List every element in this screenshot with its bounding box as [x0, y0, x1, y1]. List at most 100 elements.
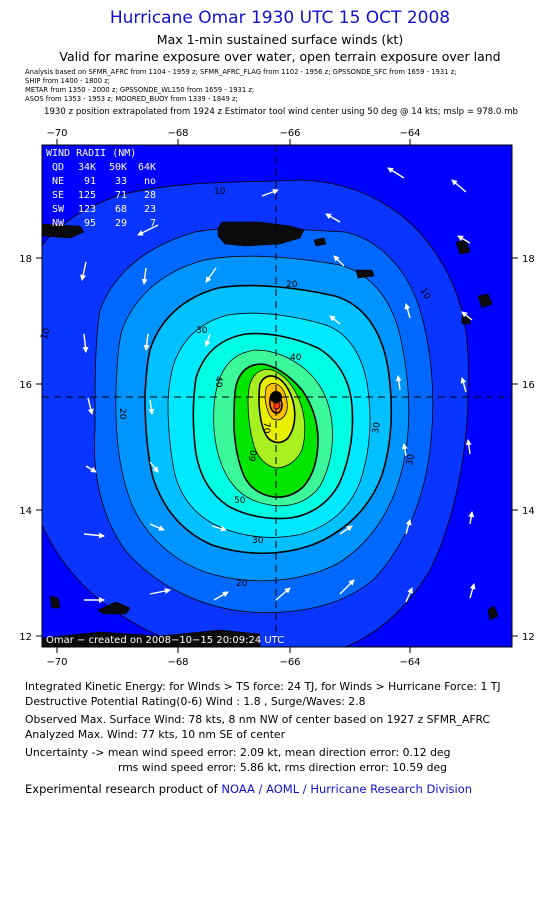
wind-radii-quadrant: NE: [52, 176, 64, 187]
hispaniola-edge: [42, 223, 85, 239]
position-note: 1930 z position extrapolated from 1924 z…: [44, 107, 518, 117]
contour-label: 30: [196, 326, 208, 336]
contour-label: 20: [286, 280, 298, 290]
wind-arrow: [333, 255, 345, 267]
analyzed-max-line: Analyzed Max. Wind: 77 kts, 10 nm SE of …: [25, 728, 286, 741]
wind-arrow: [339, 525, 353, 535]
wind-arrow: [401, 443, 408, 457]
wind-radii-table: WIND RADII (NM) QD 34K 50K 64K NE 91 33 …: [46, 148, 156, 229]
wind-arrow: [148, 399, 155, 415]
lesser-antilles-2: [477, 293, 493, 309]
lon-tick-label: −68: [167, 657, 188, 668]
wind-radii-value: 91: [84, 176, 96, 187]
wind-radii-header: 34K: [78, 162, 96, 173]
wind-arrow: [261, 188, 279, 197]
contour-label: 70: [261, 422, 271, 434]
contour-label: 20: [236, 579, 248, 589]
wind-arrow: [329, 315, 341, 325]
lon-tick-label: −64: [399, 128, 420, 139]
wind-contours: [42, 179, 499, 647]
contour-label: 20: [117, 408, 127, 420]
wind-arrow: [451, 179, 467, 193]
lon-tick-label: −64: [399, 657, 420, 668]
puerto-rico: [217, 221, 305, 247]
source-line: METAR from 1350 - 2000 z; GPSSONDE_WL150…: [25, 86, 255, 94]
contour-label: 40: [290, 353, 302, 363]
uncertainty-line: Uncertainty -> mean wind speed error: 2.…: [25, 746, 451, 759]
source-line: ASOS from 1353 - 1953 z; MOORED_BUOY fro…: [25, 95, 238, 103]
wind-arrow: [405, 519, 412, 535]
wind-map: 10 10 10 20 20 20 30 30 30 30 40 40 50 6…: [19, 128, 535, 668]
wind-arrow: [460, 377, 467, 393]
lat-tick-label: 18: [19, 254, 32, 265]
wind-arrow: [211, 525, 227, 532]
lat-tick-label: 12: [522, 632, 535, 643]
lat-tick-label: 16: [522, 380, 535, 391]
wind-radii-value: 123: [78, 204, 96, 215]
contour-label: 10: [214, 187, 226, 197]
wind-arrow: [339, 579, 355, 595]
wind-arrow: [275, 587, 291, 601]
wind-arrow: [141, 267, 148, 285]
lat-tick-label: 18: [522, 254, 535, 265]
credit-prefix: Experimental research product of: [25, 782, 222, 796]
contour-label: 30: [252, 536, 264, 546]
contour-label: 60: [248, 449, 260, 462]
source-line: SHIP from 1400 - 1800 z;: [25, 77, 111, 85]
ike-line: Integrated Kinetic Energy: for Winds > T…: [25, 680, 501, 693]
contour-label: 50: [234, 496, 246, 506]
lon-tick-label: −70: [46, 657, 67, 668]
wind-radii-value: 29: [115, 218, 127, 229]
venezuela-coast: [42, 629, 261, 647]
wind-radii-header: 50K: [109, 162, 127, 173]
map-credit: Omar − created on 2008−10−15 20:09:24 UT…: [46, 635, 284, 646]
wind-arrow: [461, 311, 473, 321]
lat-tick-label: 16: [19, 380, 32, 391]
wind-radii-quadrant: NW: [52, 218, 65, 229]
lat-tick-label: 14: [522, 506, 535, 517]
source-line: Analysis based on SFMR_AFRC from 1104 - …: [25, 68, 457, 76]
wind-arrow: [468, 511, 475, 525]
storm-center-marker: [270, 391, 282, 403]
wind-arrow: [149, 588, 171, 595]
wind-radii-value: 71: [115, 190, 127, 201]
wind-arrow: [325, 213, 341, 223]
dpr-line: Destructive Potential Rating(0-6) Wind :…: [25, 695, 366, 708]
wind-arrow: [149, 461, 159, 473]
wind-arrow: [143, 333, 150, 351]
wind-radii-quadrant: SW: [52, 204, 65, 215]
credit-line: Experimental research product of NOAA / …: [25, 782, 472, 796]
contour-label: 30: [371, 421, 383, 434]
wind-arrow: [457, 235, 471, 244]
contour-labels: 10 10 10 20 20 20 30 30 30 30 40 40 50 6…: [39, 187, 432, 589]
lon-tick-label: −66: [279, 128, 300, 139]
wind-arrow: [87, 397, 94, 415]
wind-radii-value: 95: [84, 218, 96, 229]
curacao: [97, 601, 131, 615]
wind-arrow: [80, 261, 87, 281]
observed-max-line: Observed Max. Surface Wind: 78 kts, 8 nm…: [25, 713, 491, 726]
virgin-islands: [313, 237, 375, 279]
lat-tick-label: 14: [19, 506, 32, 517]
wind-arrow: [405, 587, 413, 603]
wind-vectors: [80, 167, 476, 603]
wind-radii-value: 33: [115, 176, 127, 187]
aruba: [49, 595, 61, 609]
wind-radii-value: 23: [144, 204, 156, 215]
wind-arrow: [137, 224, 159, 236]
map-subtitle: Max 1-min sustained surface winds (kt): [156, 32, 404, 47]
map-title: Hurricane Omar 1930 UTC 15 OCT 2008: [109, 8, 451, 28]
grenadines: [487, 605, 499, 621]
wind-radii-value: 68: [115, 204, 127, 215]
validity-note: Valid for marine exposure over water, op…: [59, 49, 501, 64]
wind-radii-value: no: [144, 176, 156, 187]
hrd-link[interactable]: NOAA / AOML / Hurricane Research Divisio…: [221, 782, 473, 796]
wind-arrow: [469, 583, 476, 599]
wind-arrow: [85, 465, 97, 473]
wind-arrow: [82, 333, 89, 353]
wind-arrow: [387, 167, 405, 179]
wind-radii-value: 28: [144, 190, 156, 201]
wind-radii-title: WIND RADII (NM): [46, 148, 136, 159]
wind-radii-header: QD: [52, 162, 64, 173]
uncertainty-rms-line: rms wind speed error: 5.86 kt, rms direc…: [118, 761, 447, 774]
